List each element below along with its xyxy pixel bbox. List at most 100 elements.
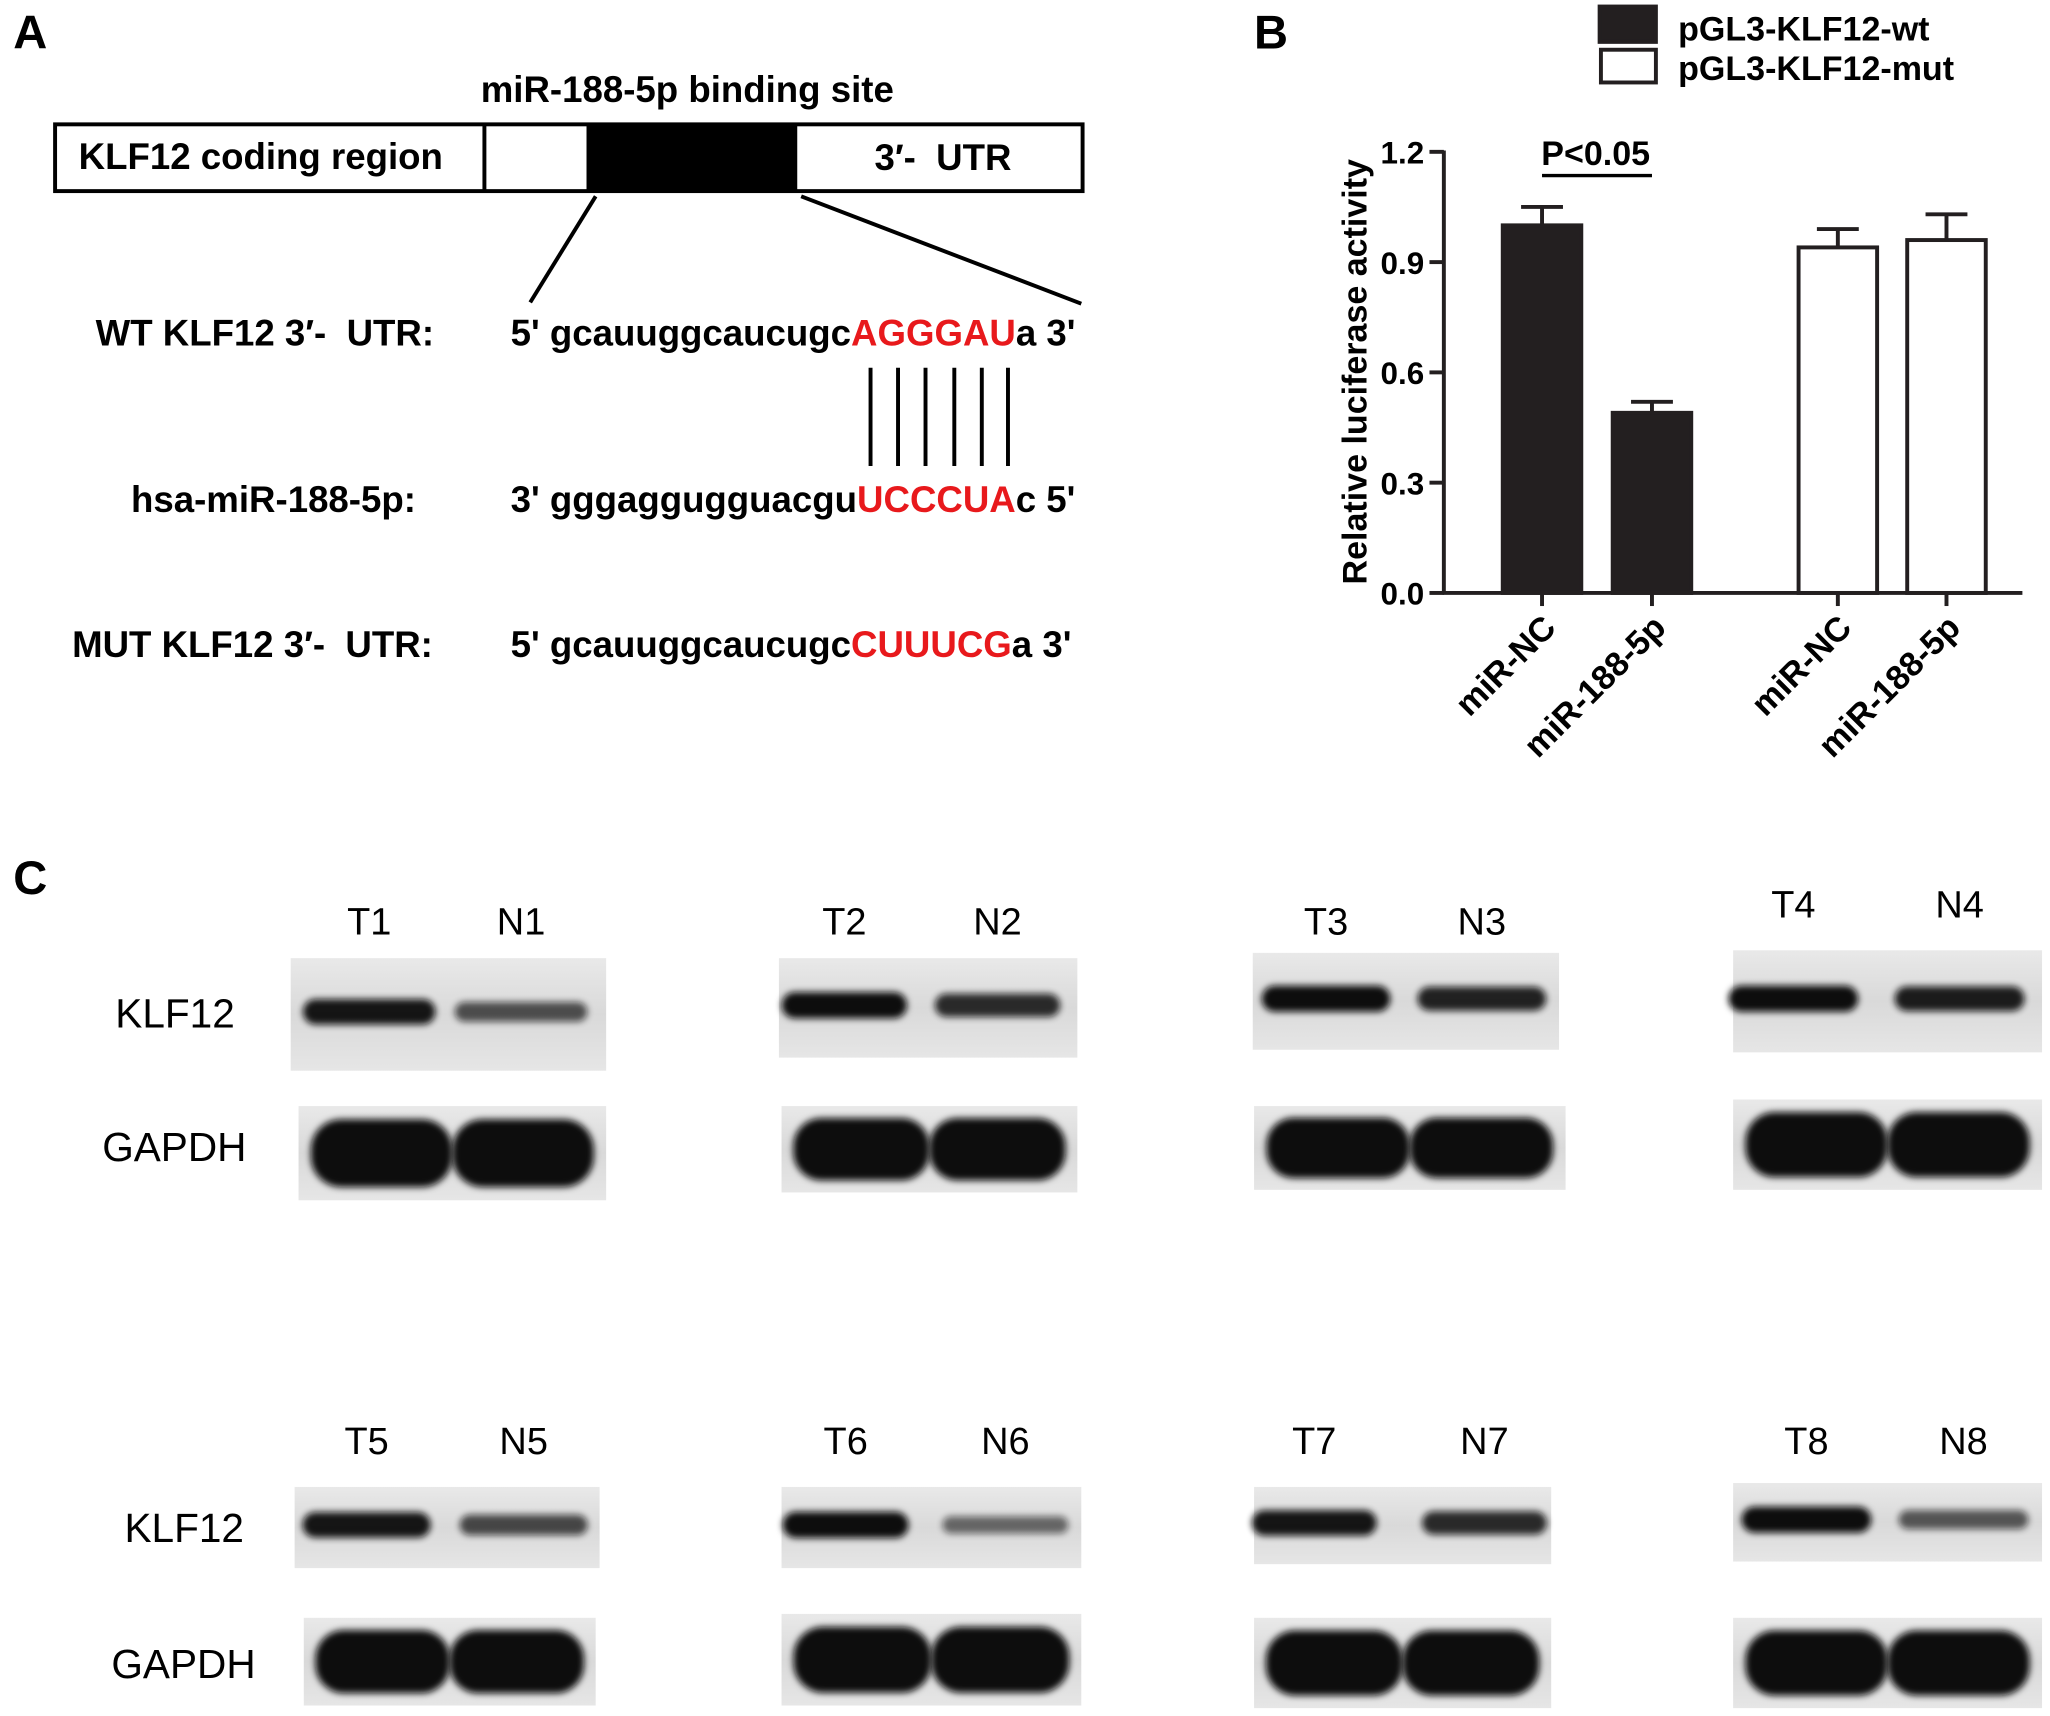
klf12-band-normal <box>1417 986 1547 1011</box>
gapdh-band-normal <box>1409 1117 1554 1179</box>
klf12-band-tumor <box>1728 985 1859 1012</box>
bar-pGL3-KLF12-mut-miR-NC <box>1796 245 1880 595</box>
klf12-band-normal <box>1422 1511 1547 1535</box>
lane-label-normal: N4 <box>1935 885 1984 927</box>
y-tick-label: 1.2 <box>1381 136 1425 171</box>
blot-pair: T6 N6 <box>781 1421 1082 1706</box>
protein-label-klf12: KLF12 <box>115 991 235 1037</box>
klf12-band-normal <box>942 1516 1069 1534</box>
blot-pair: T1 N1 <box>290 902 607 1201</box>
coding-region-label: KLF12 coding region <box>79 136 443 177</box>
panel-b: B pGL3-KLF12-wt pGL3-KLF12-mut Relative … <box>1254 4 2023 765</box>
lane-label-tumor: T8 <box>1784 1421 1828 1463</box>
panel-label-c: C <box>13 851 47 904</box>
seed-match-highlight: AGGGAU <box>851 313 1016 354</box>
sequence-row-mirna: hsa-miR-188-5p: 3' gggaggugguacguUCCCUAc… <box>131 479 1075 520</box>
sequence-text: 5' gcauuggcaucugcCUUUCGa 3' <box>511 624 1072 665</box>
klf12-band-normal <box>459 1514 588 1536</box>
gapdh-band-tumor <box>1266 1117 1410 1179</box>
lane-label-normal: N8 <box>1939 1421 1988 1463</box>
protein-label-klf12: KLF12 <box>124 1505 244 1551</box>
panel-a: A miR-188-5p binding site KLF12 coding r… <box>13 5 1085 665</box>
chart-legend: pGL3-KLF12-wt pGL3-KLF12-mut <box>1597 4 1954 88</box>
legend-swatch-wt <box>1597 4 1658 44</box>
panel-c: C KLF12 GAPDH KLF12 GAPDH T1 N1 T2 N2 T3 N3 T4… <box>13 851 2043 1709</box>
plot-bars <box>1500 205 1988 595</box>
gapdh-band-tumor <box>793 1118 930 1181</box>
klf12-band-normal <box>454 1001 588 1022</box>
sequence-label: hsa-miR-188-5p: <box>131 479 416 520</box>
klf12-band-normal <box>934 993 1061 1017</box>
sequence-suffix: a 3' <box>1012 624 1072 665</box>
protein-label-gapdh: GAPDH <box>111 1641 255 1687</box>
klf12-band-tumor <box>1741 1506 1872 1533</box>
sequence-row-wt: WT KLF12 3′- UTR: 5' gcauuggcaucugcAGGGA… <box>96 313 1076 354</box>
gapdh-band-normal <box>1887 1630 2030 1696</box>
gapdh-band-tumor <box>315 1630 450 1694</box>
y-tick-label: 0.3 <box>1381 466 1425 501</box>
klf12-band-tumor <box>302 999 436 1025</box>
lane-label-normal: N6 <box>981 1421 1030 1463</box>
lane-label-tumor: T5 <box>344 1421 388 1463</box>
klf12-band-tumor <box>782 1511 909 1538</box>
gapdh-band-tumor <box>310 1119 453 1188</box>
schematic-box <box>53 122 1085 194</box>
gapdh-band-normal <box>452 1119 594 1188</box>
gapdh-band-normal <box>929 1118 1066 1181</box>
bar-pGL3-KLF12-wt-miR-NC <box>1500 223 1584 595</box>
sequence-suffix: c 5' <box>1016 479 1076 520</box>
lane-label-normal: N7 <box>1460 1421 1509 1463</box>
seed-match-highlight: UCCCUA <box>857 479 1016 520</box>
y-axis-label: Relative luciferase activity <box>1337 159 1375 585</box>
utr-label: 3′- UTR <box>874 137 1011 178</box>
lane-label-tumor: T7 <box>1292 1421 1336 1463</box>
western-blots: T1 N1 T2 N2 T3 N3 T4 N4 T5 N5 T6 N6 T7 N7 T8 N8 <box>290 885 2043 1709</box>
panel-label-a: A <box>13 5 47 58</box>
sequence-row-mut: MUT KLF12 3′- UTR: 5' gcauuggcaucugcCUUU… <box>72 624 1071 665</box>
lane-label-normal: N3 <box>1458 902 1507 944</box>
lane-label-normal: N1 <box>497 902 545 944</box>
significance-label: P<0.05 <box>1541 135 1650 173</box>
lane-label-tumor: T3 <box>1304 902 1348 944</box>
lane-label-normal: N2 <box>973 902 1022 944</box>
gapdh-band-normal <box>931 1626 1070 1693</box>
base-pairing-lines <box>868 367 1010 466</box>
gapdh-band-tumor <box>793 1626 932 1693</box>
x-tick-label: miR-NC <box>1448 608 1563 723</box>
gapdh-band-tumor <box>1745 1630 1888 1696</box>
klf12-band-tumor <box>1251 1510 1377 1536</box>
gapdh-band-normal <box>1402 1630 1540 1696</box>
blot-pair: T4 N4 <box>1728 885 2043 1190</box>
lane-label-tumor: T4 <box>1771 885 1815 927</box>
bar-pGL3-KLF12-wt-miR-188-5p <box>1610 410 1694 595</box>
klf12-band-tumor <box>781 992 908 1019</box>
klf12-band-normal <box>1894 986 2025 1012</box>
zoom-line-left <box>528 195 598 304</box>
sequence-prefix: 5' gcauuggcaucugc <box>511 624 851 665</box>
lane-label-tumor: T2 <box>822 902 866 944</box>
sequence-prefix: 5' gcauuggcaucugc <box>511 313 851 354</box>
gapdh-band-tumor <box>1265 1630 1403 1696</box>
sequence-text: 3' gggaggugguacguUCCCUAc 5' <box>511 479 1076 520</box>
utr-schematic: KLF12 coding region 3′- UTR <box>53 122 1085 194</box>
sequence-suffix: a 3' <box>1016 313 1076 354</box>
gapdh-band-normal <box>449 1630 584 1694</box>
bar-pGL3-KLF12-mut-miR-188-5p <box>1905 238 1988 595</box>
sequence-label: WT KLF12 3′- UTR: <box>96 313 434 354</box>
klf12-band-normal <box>1898 1510 2029 1530</box>
protein-label-gapdh: GAPDH <box>102 1124 246 1170</box>
binding-site-title: miR-188-5p binding site <box>481 69 894 110</box>
panel-label-b: B <box>1254 5 1288 58</box>
legend-label-mut: pGL3-KLF12-mut <box>1678 50 1954 88</box>
blot-pair: T8 N8 <box>1733 1421 2043 1709</box>
gapdh-band-normal <box>1887 1112 2030 1178</box>
significance-annotation: P<0.05 <box>1541 135 1652 178</box>
lane-label-normal: N5 <box>499 1421 547 1463</box>
y-tick-label: 0.0 <box>1381 577 1425 612</box>
blot-pair: T7 N7 <box>1251 1421 1552 1709</box>
legend-label-wt: pGL3-KLF12-wt <box>1678 11 1929 49</box>
y-tick-label: 0.9 <box>1381 246 1425 281</box>
lane-label-tumor: T6 <box>824 1421 868 1463</box>
sequence-prefix: 3' gggaggugguacgu <box>511 479 857 520</box>
